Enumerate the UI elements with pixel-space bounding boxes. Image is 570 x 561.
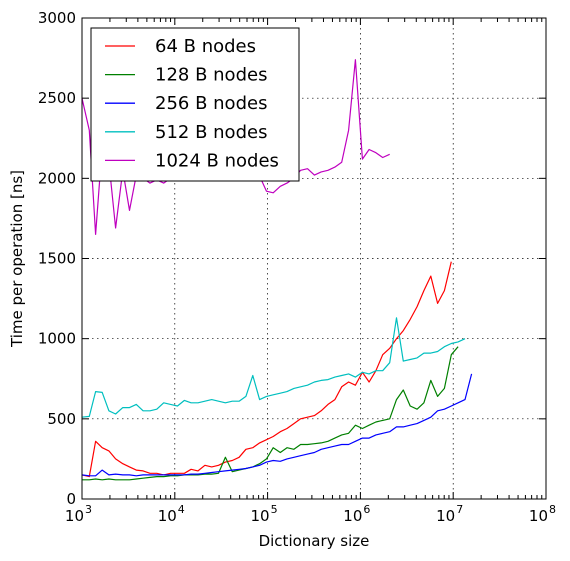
x-tick-label: 10 5 — [251, 503, 278, 525]
x-tick-exponent: 8 — [549, 503, 556, 516]
x-tick-label: 10 8 — [529, 503, 556, 525]
y-tick-label: 2000 — [38, 169, 76, 187]
series-line — [81, 59, 390, 235]
y-tick-label: 1500 — [38, 250, 76, 268]
x-tick-label: 10 4 — [158, 503, 185, 525]
x-tick-base: 10 — [436, 507, 455, 525]
legend-box — [90, 27, 300, 182]
legend-label: 256 B nodes — [155, 93, 267, 114]
x-tick-label: 10 6 — [343, 503, 370, 525]
legend-label: 64 B nodes — [155, 36, 256, 57]
series-line — [81, 261, 452, 478]
series-line — [81, 373, 473, 477]
x-tick-label: 10 3 — [65, 503, 92, 525]
legend-label: 128 B nodes — [155, 65, 267, 86]
x-axis-label: Dictionary size — [259, 532, 370, 550]
x-tick-base: 10 — [529, 507, 548, 525]
legend-label: 1024 B nodes — [155, 150, 279, 171]
y-tick-label: 500 — [47, 410, 76, 428]
series-line — [82, 346, 459, 481]
plot-frame — [81, 17, 547, 500]
y-tick-label: 2500 — [38, 89, 76, 107]
y-tick-label: 3000 — [38, 9, 76, 27]
x-tick-base: 10 — [65, 507, 84, 525]
x-tick-exponent: 4 — [178, 503, 185, 516]
x-tick-exponent: 6 — [363, 503, 370, 516]
y-tick-label: 1000 — [38, 330, 76, 348]
legend: 64 B nodes 128 B nodes 256 B nodes 512 B no… — [90, 27, 300, 182]
y-axis-label: Time per operation [ns] — [8, 170, 26, 348]
series-line — [81, 317, 466, 418]
series-lines — [81, 59, 473, 481]
y-tick-labels: 0 500 1000 1500 2000 2500 3000 — [38, 9, 76, 508]
x-tick-exponent: 5 — [271, 503, 278, 516]
x-tick-labels: 10 3 10 4 10 5 10 6 10 7 10 8 — [65, 503, 556, 525]
x-tick-exponent: 7 — [456, 503, 463, 516]
y-tick-label: 0 — [66, 490, 76, 508]
x-tick-base: 10 — [251, 507, 270, 525]
x-tick-base: 10 — [158, 507, 177, 525]
x-tick-base: 10 — [343, 507, 362, 525]
x-tick-exponent: 3 — [85, 503, 92, 516]
x-tick-label: 10 7 — [436, 503, 463, 525]
legend-label: 512 B nodes — [155, 122, 267, 143]
